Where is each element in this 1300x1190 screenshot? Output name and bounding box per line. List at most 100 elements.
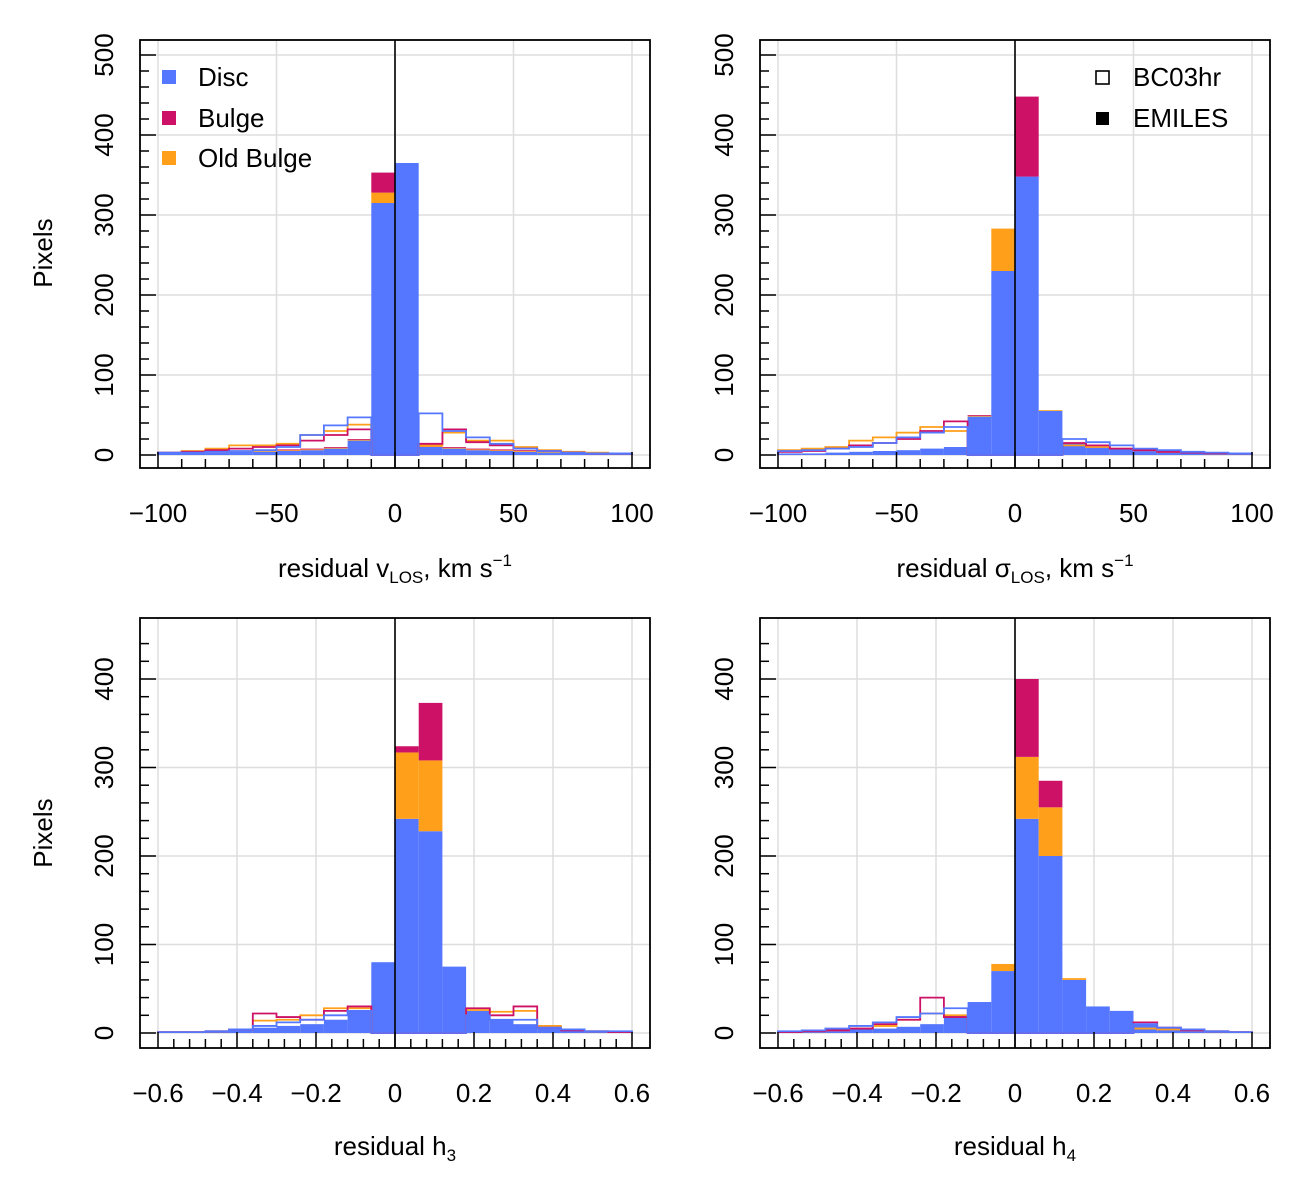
bar-emiles-disc	[489, 451, 514, 455]
bar-emiles-disc	[347, 1010, 372, 1033]
tick-labels: −100 −50 0 50 100 0 100 200 300 400 500	[89, 33, 654, 528]
ylabel-pixels-bottom: Pixels	[28, 798, 58, 867]
ylabel-pixels-top: Pixels	[28, 218, 58, 287]
bar-emiles-disc	[323, 448, 348, 455]
x-tick-label: 0.2	[1076, 1078, 1112, 1108]
bar-emiles-disc	[825, 452, 850, 455]
y-tick-label: 100	[89, 923, 119, 966]
x-tick-label: 0	[1008, 498, 1022, 528]
bar-emiles-disc	[442, 448, 467, 455]
steps-bc03hr	[777, 996, 1253, 1034]
bar-emiles-old-bulge	[323, 447, 348, 449]
bar-emiles-disc	[801, 453, 826, 455]
bar-emiles-disc	[1157, 1028, 1181, 1033]
y-tick-label: 400	[89, 657, 119, 700]
legend-label-emiles: EMILES	[1133, 103, 1228, 133]
panel-residual-sigma: residual σLOS, km s−1 BC03hr EMILES −100…	[709, 33, 1274, 587]
axis-ticks	[140, 54, 633, 468]
bar-emiles-old-bulge	[466, 449, 490, 451]
bar-emiles-disc	[778, 453, 802, 455]
bar-emiles-disc	[537, 1027, 561, 1033]
axis-ticks	[760, 642, 1253, 1048]
bars-emiles	[158, 702, 632, 1033]
y-tick-label: 0	[709, 448, 739, 462]
legend-components: Disc Bulge Old Bulge	[162, 62, 312, 173]
bar-emiles-disc	[229, 1029, 253, 1033]
x-tick-label: 50	[499, 498, 528, 528]
x-tick-label: −0.6	[752, 1078, 803, 1108]
bar-emiles-bulge	[347, 439, 372, 440]
step-bc03hr-disc	[157, 1009, 633, 1034]
bar-emiles-disc	[537, 452, 561, 455]
y-tick-label: 100	[89, 353, 119, 396]
bar-emiles-disc	[849, 451, 873, 455]
y-tick-label: 300	[89, 746, 119, 789]
legend-swatch-disc	[162, 70, 176, 84]
bar-emiles-disc	[920, 1024, 944, 1033]
x-tick-label: −50	[254, 498, 298, 528]
legend-swatch-emiles	[1096, 112, 1109, 125]
bar-emiles-bulge	[418, 702, 443, 761]
bar-emiles-disc	[347, 440, 372, 455]
bar-emiles-disc	[1157, 451, 1181, 455]
bar-emiles-disc	[252, 451, 277, 455]
bar-emiles-disc	[466, 1010, 490, 1033]
bar-emiles-disc	[513, 451, 538, 455]
bar-emiles-disc	[395, 818, 419, 1033]
bar-emiles-disc	[276, 451, 301, 455]
y-tick-label: 400	[709, 657, 739, 700]
bar-emiles-old-bulge	[513, 451, 538, 452]
y-tick-label: 200	[89, 273, 119, 316]
x-tick-label: 0.6	[1234, 1078, 1270, 1108]
bar-emiles-disc	[1038, 856, 1063, 1033]
x-tick-label: 0.2	[456, 1078, 492, 1108]
bar-emiles-disc	[872, 1028, 897, 1033]
y-tick-label: 200	[709, 273, 739, 316]
bar-emiles-disc	[1015, 818, 1039, 1033]
bar-emiles-disc	[1086, 1006, 1110, 1033]
y-tick-label: 200	[709, 834, 739, 877]
bar-emiles-old-bulge	[489, 450, 514, 451]
bar-emiles-disc	[513, 1024, 538, 1033]
bar-emiles-old-bulge	[967, 415, 992, 417]
bar-emiles-disc	[967, 1002, 992, 1033]
x-tick-label: 100	[1230, 498, 1273, 528]
axis-ticks	[140, 642, 633, 1048]
y-tick-label: 300	[89, 193, 119, 236]
legend-label-bc03hr: BC03hr	[1133, 62, 1221, 92]
x-tick-label: 0.4	[535, 1078, 571, 1108]
x-tick-label: −100	[129, 498, 188, 528]
step-bc03hr-disc	[777, 1007, 1253, 1034]
bar-emiles-bulge	[466, 448, 490, 450]
bar-emiles-disc	[418, 447, 443, 455]
bar-emiles-disc	[181, 453, 206, 455]
legend-swatch-bc03hr	[1095, 70, 1110, 85]
x-tick-label: −0.4	[831, 1078, 882, 1108]
bar-emiles-old-bulge	[418, 760, 443, 832]
bar-emiles-bulge	[489, 449, 514, 451]
plot-area	[139, 617, 651, 1049]
bar-emiles-bulge	[1015, 679, 1039, 757]
tick-labels: −0.6 −0.4 −0.2 0 0.2 0.4 0.6 0 100 200 300 400	[709, 657, 1270, 1108]
xlabel-residual-sigma: residual σLOS, km s−1	[896, 551, 1133, 587]
bar-emiles-bulge	[323, 447, 348, 448]
panel-residual-h4: residual h4 −0.6 −0.4 −0.2 0 0.2 0.4 0.6 0 100 20…	[709, 617, 1271, 1165]
bar-emiles-disc	[442, 966, 467, 1033]
bar-emiles-old-bulge	[991, 228, 1015, 271]
bar-emiles-old-bulge	[395, 752, 419, 819]
bar-emiles-disc	[418, 831, 443, 1033]
y-tick-label: 500	[709, 33, 739, 76]
x-tick-label: −50	[874, 498, 918, 528]
y-tick-label: 0	[89, 1026, 119, 1040]
legend-label-disc: Disc	[198, 62, 249, 92]
bar-emiles-disc	[1038, 411, 1063, 455]
y-tick-label: 0	[709, 1026, 739, 1040]
xlabel-residual-vlos: residual vLOS, km s−1	[278, 551, 512, 587]
tick-labels: −100 −50 0 50 100 0 100 200 300 400 500	[709, 33, 1274, 528]
plot-area	[759, 39, 1271, 469]
y-tick-label: 200	[89, 834, 119, 877]
x-tick-label: 0.4	[1155, 1078, 1191, 1108]
bar-emiles-disc	[300, 450, 324, 455]
x-tick-label: −0.6	[132, 1078, 183, 1108]
